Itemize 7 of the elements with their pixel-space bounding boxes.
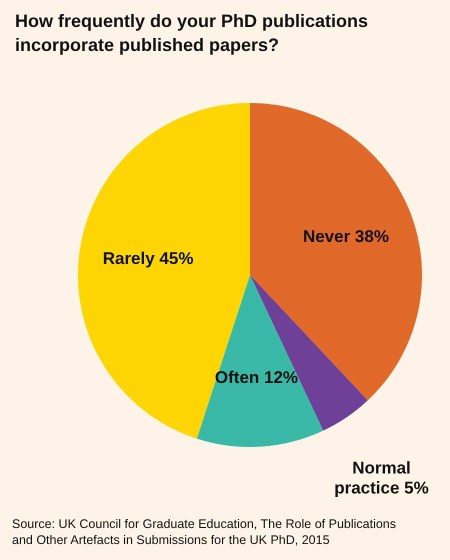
chart-title: How frequently do your PhD publications incorporate published papers? [15,11,368,55]
slice-label: Rarely 45% [102,248,194,268]
slice-label: Normal practice 5% [334,458,429,498]
pie-slice [196,275,324,447]
source-note: Source: UK Council for Graduate Education, The Role of Publications and Other Artefacts in Submissions for the UK PhD, 2015 [12,517,396,547]
slice-label: Never 38% [302,227,389,246]
slice-label: Often 12% [214,368,298,387]
